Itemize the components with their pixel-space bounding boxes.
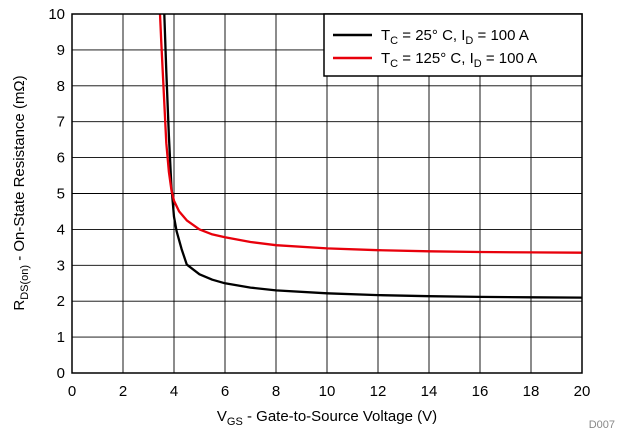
- x-axis-label: VGS - Gate-to-Source Voltage (V): [217, 408, 437, 428]
- x-tick-label: 6: [221, 383, 229, 400]
- y-tick-label: 7: [57, 114, 65, 131]
- y-tick-label: 6: [57, 150, 65, 167]
- figure-code: D007: [589, 419, 615, 431]
- y-axis-label: RDS(on) - On-State Resistance (mΩ): [11, 75, 31, 310]
- legend: TC = 25° C, ID = 100 A TC = 125° C, ID =…: [323, 13, 583, 77]
- x-tick-label: 0: [68, 383, 76, 400]
- y-tick-label: 1: [57, 329, 65, 346]
- y-tick-label: 10: [48, 6, 65, 23]
- y-tick-label: 4: [57, 221, 65, 238]
- x-tick-label: 4: [170, 383, 178, 400]
- legend-box: [323, 13, 583, 77]
- x-tick-label: 14: [421, 383, 438, 400]
- series-line-125c: [158, 13, 583, 254]
- x-tick-label: 16: [472, 383, 489, 400]
- legend-label-25c: TC = 25° C, ID = 100 A: [381, 27, 529, 47]
- legend-label-125c: TC = 125° C, ID = 100 A: [381, 50, 537, 70]
- y-tick-label: 2: [57, 293, 65, 310]
- x-tick-labels: 0 2 4 6 8 10 12 14 16 18 20: [68, 383, 591, 400]
- y-tick-labels: 0 1 2 3 4 5 6 7 8 9 10: [48, 6, 65, 382]
- y-tick-label: 0: [57, 365, 65, 382]
- x-tick-label: 10: [319, 383, 336, 400]
- x-tick-label: 12: [370, 383, 387, 400]
- series-lines: [158, 13, 583, 299]
- x-tick-label: 18: [523, 383, 540, 400]
- y-tick-label: 3: [57, 257, 65, 274]
- x-tick-label: 20: [574, 383, 591, 400]
- y-tick-label: 5: [57, 186, 65, 203]
- x-tick-label: 2: [119, 383, 127, 400]
- y-tick-label: 9: [57, 42, 65, 59]
- x-tick-label: 8: [272, 383, 280, 400]
- y-tick-label: 8: [57, 78, 65, 95]
